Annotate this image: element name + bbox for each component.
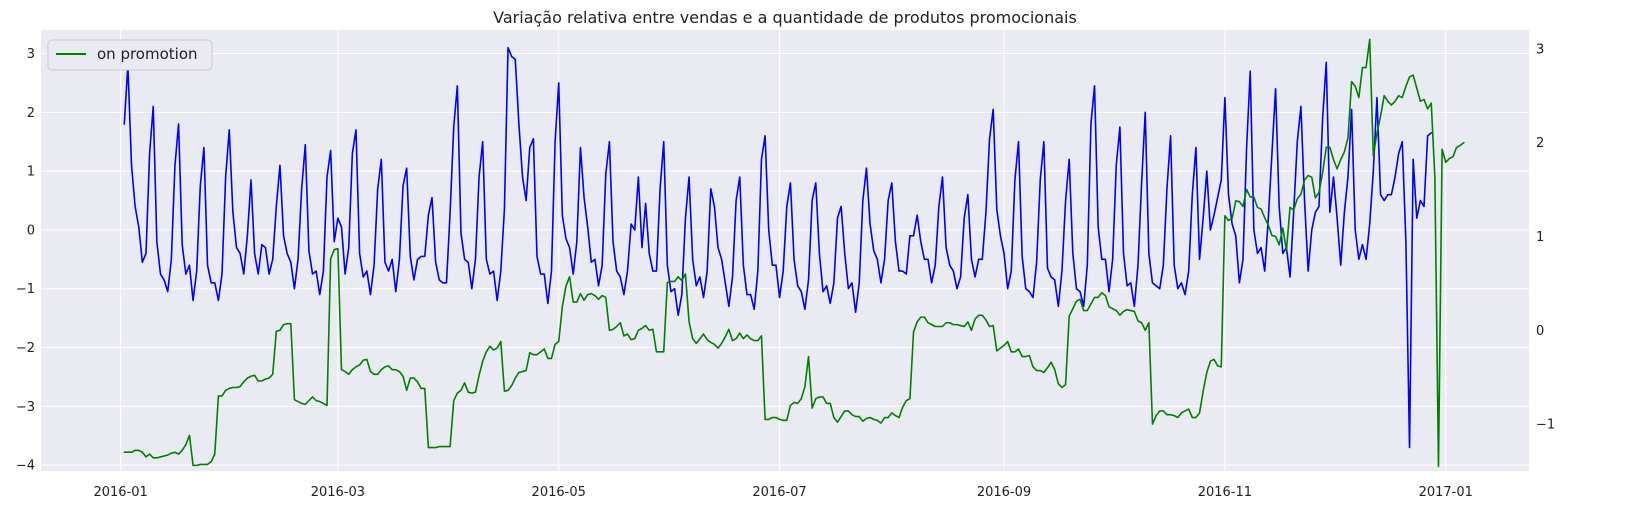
chart-title: Variação relativa entre vendas e a quant… [493, 8, 1077, 27]
y-left-tick-label: −3 [16, 400, 35, 415]
y-right-tick-label: 0 [1536, 324, 1544, 339]
y-axis-right: −1 0 1 2 3 [1536, 42, 1555, 432]
y-right-tick-label: −1 [1536, 418, 1555, 433]
series-layer [123, 38, 1465, 468]
y-left-tick-label: −2 [16, 341, 35, 356]
y-left-tick-label: −4 [16, 459, 35, 474]
x-tick-label: 2017-01 [1419, 485, 1473, 500]
legend-box [47, 39, 213, 71]
gridlines [41, 30, 1529, 471]
x-axis: 2016-01 2016-03 2016-05 2016-07 2016-09 2016-… [93, 485, 1472, 500]
y-left-tick-label: 1 [27, 165, 35, 180]
y-right-tick-label: 2 [1536, 136, 1544, 151]
y-left-tick-label: 2 [27, 106, 35, 121]
y-axis-left: −4 −3 −2 −1 0 1 2 3 [16, 47, 35, 474]
x-tick-label: 2016-11 [1198, 485, 1252, 500]
y-right-tick-label: 1 [1536, 230, 1544, 245]
x-tick-label: 2016-01 [93, 485, 147, 500]
y-right-tick-label: 3 [1536, 42, 1544, 57]
x-tick-label: 2016-03 [311, 485, 365, 500]
y-left-tick-label: 3 [27, 47, 35, 62]
y-left-tick-label: −1 [16, 282, 35, 297]
x-tick-label: 2016-09 [977, 485, 1031, 500]
x-tick-label: 2016-07 [752, 485, 806, 500]
legend-label-on-promotion: on promotion [97, 45, 198, 63]
series-line-left-axis [123, 46, 1433, 449]
x-tick-label: 2016-05 [532, 485, 586, 500]
y-left-tick-label: 0 [27, 223, 35, 238]
series-line-on-promotion [123, 38, 1465, 468]
legend: on promotion [47, 39, 213, 71]
